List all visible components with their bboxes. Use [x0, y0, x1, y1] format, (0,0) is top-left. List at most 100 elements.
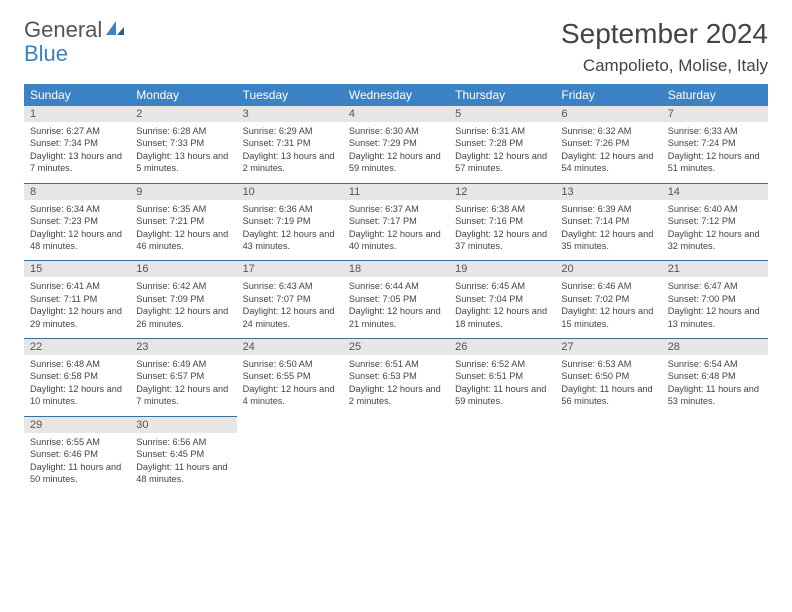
day-body: Sunrise: 6:51 AMSunset: 6:53 PMDaylight:… — [343, 355, 449, 416]
daylight-text: Daylight: 12 hours and 15 minutes. — [561, 305, 655, 330]
sunrise-text: Sunrise: 6:39 AM — [561, 203, 655, 215]
logo-text: General Blue — [24, 18, 126, 66]
calendar-cell: 8Sunrise: 6:34 AMSunset: 7:23 PMDaylight… — [24, 183, 130, 261]
calendar-cell: 11Sunrise: 6:37 AMSunset: 7:17 PMDayligh… — [343, 183, 449, 261]
sunset-text: Sunset: 7:12 PM — [668, 215, 762, 227]
calendar-cell: 14Sunrise: 6:40 AMSunset: 7:12 PMDayligh… — [662, 183, 768, 261]
daylight-text: Daylight: 12 hours and 46 minutes. — [136, 228, 230, 253]
sunset-text: Sunset: 7:14 PM — [561, 215, 655, 227]
sunrise-text: Sunrise: 6:54 AM — [668, 358, 762, 370]
daylight-text: Daylight: 12 hours and 51 minutes. — [668, 150, 762, 175]
logo-part1: General — [24, 17, 102, 42]
sunrise-text: Sunrise: 6:53 AM — [561, 358, 655, 370]
sunset-text: Sunset: 7:33 PM — [136, 137, 230, 149]
day-number: 20 — [555, 260, 661, 277]
logo-part2: Blue — [24, 41, 68, 66]
day-number: 4 — [343, 106, 449, 122]
daylight-text: Daylight: 12 hours and 13 minutes. — [668, 305, 762, 330]
daylight-text: Daylight: 12 hours and 18 minutes. — [455, 305, 549, 330]
day-body: Sunrise: 6:39 AMSunset: 7:14 PMDaylight:… — [555, 200, 661, 261]
sunset-text: Sunset: 7:34 PM — [30, 137, 124, 149]
sunrise-text: Sunrise: 6:40 AM — [668, 203, 762, 215]
day-number: 16 — [130, 260, 236, 277]
sunset-text: Sunset: 7:26 PM — [561, 137, 655, 149]
sunrise-text: Sunrise: 6:52 AM — [455, 358, 549, 370]
day-number: 25 — [343, 338, 449, 355]
day-body: Sunrise: 6:27 AMSunset: 7:34 PMDaylight:… — [24, 122, 130, 183]
calendar-cell: 3Sunrise: 6:29 AMSunset: 7:31 PMDaylight… — [237, 106, 343, 183]
day-body: Sunrise: 6:34 AMSunset: 7:23 PMDaylight:… — [24, 200, 130, 261]
day-body: Sunrise: 6:35 AMSunset: 7:21 PMDaylight:… — [130, 200, 236, 261]
calendar-week-row: 8Sunrise: 6:34 AMSunset: 7:23 PMDaylight… — [24, 183, 768, 261]
sunset-text: Sunset: 6:53 PM — [349, 370, 443, 382]
sunset-text: Sunset: 6:55 PM — [243, 370, 337, 382]
day-number: 12 — [449, 183, 555, 200]
calendar-week-row: 22Sunrise: 6:48 AMSunset: 6:58 PMDayligh… — [24, 338, 768, 416]
daylight-text: Daylight: 13 hours and 7 minutes. — [30, 150, 124, 175]
day-number: 22 — [24, 338, 130, 355]
calendar-cell: 10Sunrise: 6:36 AMSunset: 7:19 PMDayligh… — [237, 183, 343, 261]
calendar-cell: 26Sunrise: 6:52 AMSunset: 6:51 PMDayligh… — [449, 338, 555, 416]
daylight-text: Daylight: 12 hours and 43 minutes. — [243, 228, 337, 253]
daylight-text: Daylight: 12 hours and 4 minutes. — [243, 383, 337, 408]
calendar-cell: . — [237, 416, 343, 494]
day-number: 11 — [343, 183, 449, 200]
daylight-text: Daylight: 13 hours and 2 minutes. — [243, 150, 337, 175]
dow-tuesday: Tuesday — [237, 84, 343, 106]
sunset-text: Sunset: 6:45 PM — [136, 448, 230, 460]
calendar-cell: 25Sunrise: 6:51 AMSunset: 6:53 PMDayligh… — [343, 338, 449, 416]
sunrise-text: Sunrise: 6:36 AM — [243, 203, 337, 215]
calendar-cell: 9Sunrise: 6:35 AMSunset: 7:21 PMDaylight… — [130, 183, 236, 261]
dow-thursday: Thursday — [449, 84, 555, 106]
sunrise-text: Sunrise: 6:38 AM — [455, 203, 549, 215]
day-body: Sunrise: 6:46 AMSunset: 7:02 PMDaylight:… — [555, 277, 661, 338]
day-number: 18 — [343, 260, 449, 277]
sunset-text: Sunset: 7:04 PM — [455, 293, 549, 305]
calendar-cell: 16Sunrise: 6:42 AMSunset: 7:09 PMDayligh… — [130, 260, 236, 338]
sunset-text: Sunset: 7:02 PM — [561, 293, 655, 305]
day-number: 27 — [555, 338, 661, 355]
day-number: 24 — [237, 338, 343, 355]
calendar-week-row: 29Sunrise: 6:55 AMSunset: 6:46 PMDayligh… — [24, 416, 768, 494]
sunset-text: Sunset: 6:46 PM — [30, 448, 124, 460]
daylight-text: Daylight: 12 hours and 48 minutes. — [30, 228, 124, 253]
day-body: Sunrise: 6:52 AMSunset: 6:51 PMDaylight:… — [449, 355, 555, 416]
sunset-text: Sunset: 7:21 PM — [136, 215, 230, 227]
day-body: Sunrise: 6:43 AMSunset: 7:07 PMDaylight:… — [237, 277, 343, 338]
calendar-cell: 27Sunrise: 6:53 AMSunset: 6:50 PMDayligh… — [555, 338, 661, 416]
calendar-week-row: 1Sunrise: 6:27 AMSunset: 7:34 PMDaylight… — [24, 106, 768, 183]
calendar-week-row: 15Sunrise: 6:41 AMSunset: 7:11 PMDayligh… — [24, 260, 768, 338]
daylight-text: Daylight: 12 hours and 21 minutes. — [349, 305, 443, 330]
day-number: 26 — [449, 338, 555, 355]
dow-sunday: Sunday — [24, 84, 130, 106]
sunset-text: Sunset: 6:57 PM — [136, 370, 230, 382]
day-number: 30 — [130, 416, 236, 433]
logo-sail-icon — [104, 17, 126, 42]
sunset-text: Sunset: 7:28 PM — [455, 137, 549, 149]
sunrise-text: Sunrise: 6:55 AM — [30, 436, 124, 448]
header: General Blue September 2024 Campolieto, … — [24, 18, 768, 76]
daylight-text: Daylight: 12 hours and 40 minutes. — [349, 228, 443, 253]
day-body: Sunrise: 6:50 AMSunset: 6:55 PMDaylight:… — [237, 355, 343, 416]
daylight-text: Daylight: 12 hours and 35 minutes. — [561, 228, 655, 253]
day-body: Sunrise: 6:38 AMSunset: 7:16 PMDaylight:… — [449, 200, 555, 261]
sunrise-text: Sunrise: 6:27 AM — [30, 125, 124, 137]
day-body: Sunrise: 6:53 AMSunset: 6:50 PMDaylight:… — [555, 355, 661, 416]
calendar-cell: 29Sunrise: 6:55 AMSunset: 6:46 PMDayligh… — [24, 416, 130, 494]
calendar-cell: . — [449, 416, 555, 494]
day-body: Sunrise: 6:54 AMSunset: 6:48 PMDaylight:… — [662, 355, 768, 416]
day-body: Sunrise: 6:40 AMSunset: 7:12 PMDaylight:… — [662, 200, 768, 261]
calendar-table: Sunday Monday Tuesday Wednesday Thursday… — [24, 84, 768, 493]
calendar-cell: 15Sunrise: 6:41 AMSunset: 7:11 PMDayligh… — [24, 260, 130, 338]
daylight-text: Daylight: 11 hours and 50 minutes. — [30, 461, 124, 486]
day-number: 13 — [555, 183, 661, 200]
calendar-cell: 18Sunrise: 6:44 AMSunset: 7:05 PMDayligh… — [343, 260, 449, 338]
daylight-text: Daylight: 13 hours and 5 minutes. — [136, 150, 230, 175]
day-number: 7 — [662, 106, 768, 122]
sunrise-text: Sunrise: 6:47 AM — [668, 280, 762, 292]
dow-friday: Friday — [555, 84, 661, 106]
calendar-cell: 20Sunrise: 6:46 AMSunset: 7:02 PMDayligh… — [555, 260, 661, 338]
calendar-cell: 28Sunrise: 6:54 AMSunset: 6:48 PMDayligh… — [662, 338, 768, 416]
daylight-text: Daylight: 11 hours and 53 minutes. — [668, 383, 762, 408]
day-number: 21 — [662, 260, 768, 277]
